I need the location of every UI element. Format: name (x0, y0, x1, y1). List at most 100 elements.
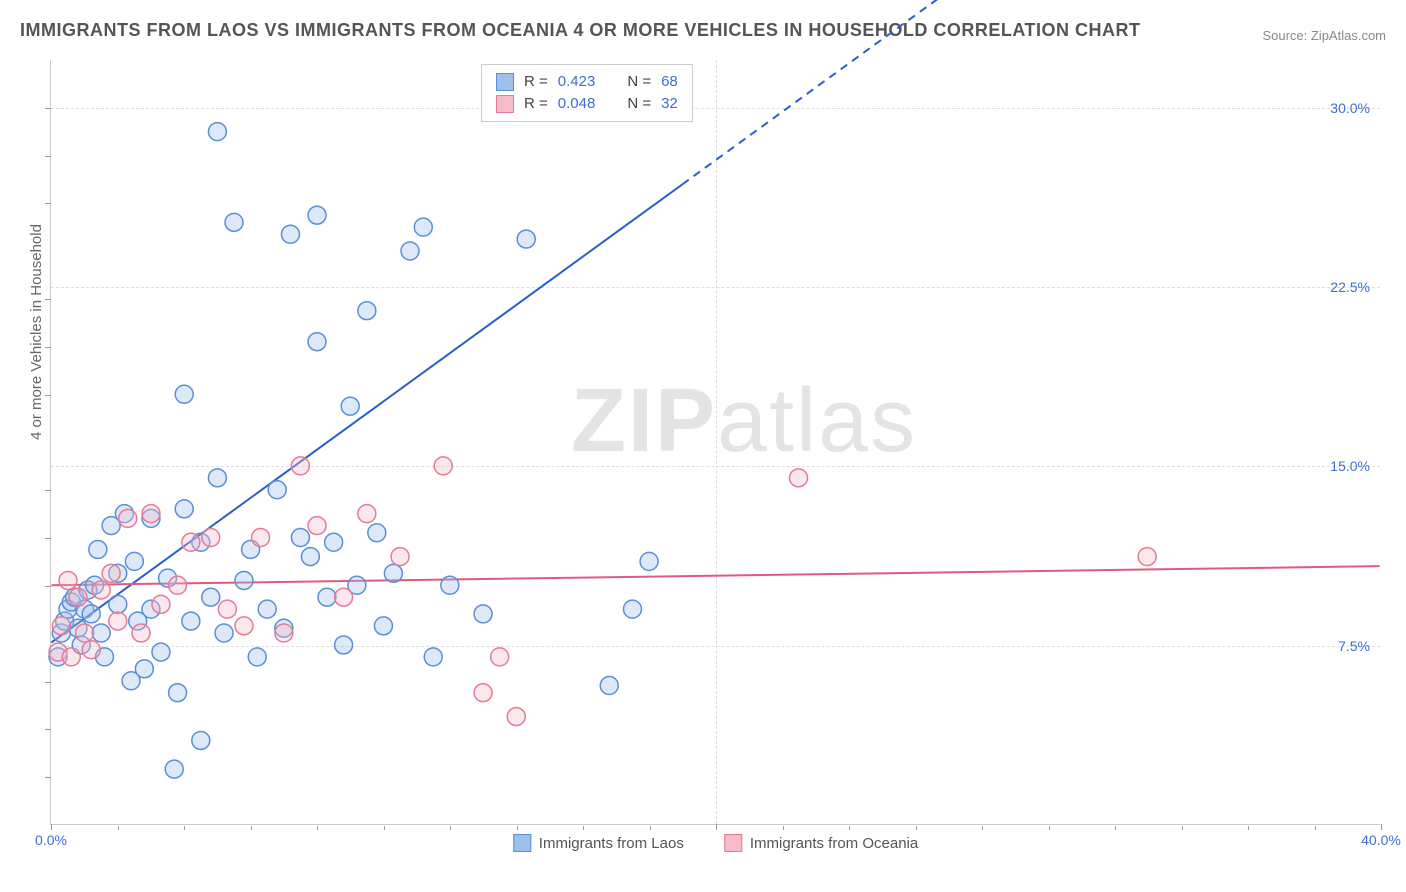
n-label: N = (627, 93, 651, 115)
data-point (474, 605, 492, 623)
legend-label-laos: Immigrants from Laos (539, 835, 684, 852)
data-point (507, 708, 525, 726)
data-point (165, 760, 183, 778)
r-label: R = (524, 71, 548, 93)
data-point (325, 533, 343, 551)
data-point (202, 588, 220, 606)
plot-area: ZIPatlas R = 0.423 N = 68 R = 0.048 N = … (50, 60, 1380, 825)
data-point (152, 595, 170, 613)
data-point (358, 302, 376, 320)
data-point (391, 548, 409, 566)
data-point (308, 206, 326, 224)
data-point (192, 731, 210, 749)
data-point (132, 624, 150, 642)
data-point (384, 564, 402, 582)
r-value-oceania: 0.048 (558, 93, 596, 115)
legend-row-laos: R = 0.423 N = 68 (496, 71, 678, 93)
data-point (152, 643, 170, 661)
data-point (169, 684, 187, 702)
scatter-plot (51, 60, 1380, 824)
data-point (491, 648, 509, 666)
data-point (235, 617, 253, 635)
data-point (76, 624, 94, 642)
data-point (175, 385, 193, 403)
x-tick-label: 0.0% (35, 832, 67, 848)
data-point (135, 660, 153, 678)
data-point (92, 624, 110, 642)
x-tick-label: 40.0% (1361, 832, 1401, 848)
data-point (109, 595, 127, 613)
y-tick-label: 15.0% (1330, 458, 1370, 474)
n-value-oceania: 32 (661, 93, 678, 115)
swatch-oceania (496, 95, 514, 113)
data-point (235, 571, 253, 589)
data-point (790, 469, 808, 487)
series-legend: Immigrants from Laos Immigrants from Oce… (513, 834, 918, 852)
data-point (202, 529, 220, 547)
swatch-laos (496, 73, 514, 91)
data-point (69, 588, 87, 606)
legend-item-laos: Immigrants from Laos (513, 834, 684, 852)
data-point (182, 533, 200, 551)
data-point (301, 548, 319, 566)
swatch-oceania (724, 834, 742, 852)
data-point (640, 552, 658, 570)
data-point (169, 576, 187, 594)
data-point (89, 540, 107, 558)
data-point (82, 641, 100, 659)
y-axis-label: 4 or more Vehicles in Household (28, 224, 45, 440)
legend-item-oceania: Immigrants from Oceania (724, 834, 918, 852)
data-point (275, 624, 293, 642)
data-point (308, 333, 326, 351)
data-point (517, 230, 535, 248)
data-point (474, 684, 492, 702)
data-point (218, 600, 236, 618)
data-point (424, 648, 442, 666)
data-point (258, 600, 276, 618)
data-point (182, 612, 200, 630)
n-label: N = (627, 71, 651, 93)
data-point (600, 677, 618, 695)
legend-row-oceania: R = 0.048 N = 32 (496, 93, 678, 115)
swatch-laos (513, 834, 531, 852)
chart-title: IMMIGRANTS FROM LAOS VS IMMIGRANTS FROM … (20, 20, 1141, 41)
data-point (119, 509, 137, 527)
data-point (208, 469, 226, 487)
n-value-laos: 68 (661, 71, 678, 93)
data-point (335, 588, 353, 606)
data-point (623, 600, 641, 618)
data-point (62, 648, 80, 666)
data-point (252, 529, 270, 547)
y-tick-label: 7.5% (1338, 638, 1370, 654)
data-point (175, 500, 193, 518)
data-point (142, 505, 160, 523)
legend-label-oceania: Immigrants from Oceania (750, 835, 918, 852)
data-point (401, 242, 419, 260)
data-point (268, 481, 286, 499)
r-value-laos: 0.423 (558, 71, 596, 93)
data-point (291, 457, 309, 475)
y-tick-label: 22.5% (1330, 279, 1370, 295)
data-point (374, 617, 392, 635)
data-point (291, 529, 309, 547)
data-point (208, 123, 226, 141)
data-point (441, 576, 459, 594)
data-point (102, 564, 120, 582)
data-point (414, 218, 432, 236)
r-label: R = (524, 93, 548, 115)
data-point (92, 581, 110, 599)
correlation-legend: R = 0.423 N = 68 R = 0.048 N = 32 (481, 64, 693, 122)
data-point (368, 524, 386, 542)
source-attribution: Source: ZipAtlas.com (1262, 28, 1386, 43)
data-point (125, 552, 143, 570)
data-point (341, 397, 359, 415)
data-point (318, 588, 336, 606)
data-point (52, 617, 70, 635)
y-tick-label: 30.0% (1330, 100, 1370, 116)
data-point (215, 624, 233, 642)
data-point (335, 636, 353, 654)
data-point (225, 213, 243, 231)
data-point (281, 225, 299, 243)
data-point (358, 505, 376, 523)
data-point (434, 457, 452, 475)
